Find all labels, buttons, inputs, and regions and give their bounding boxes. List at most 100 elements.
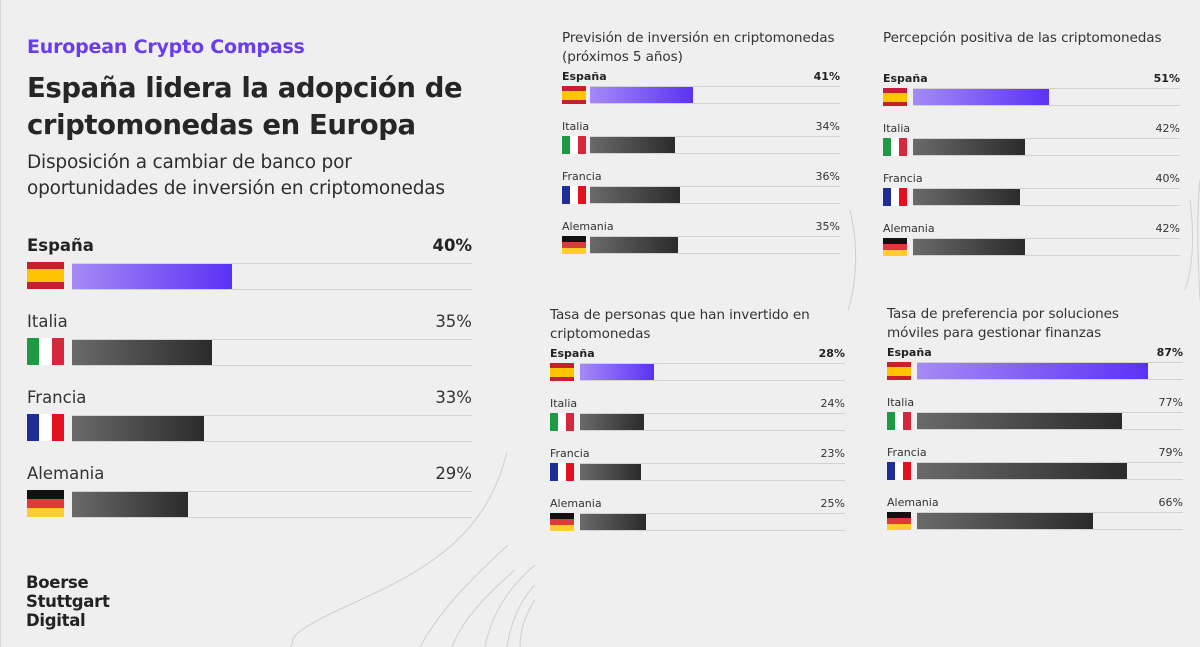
- bar-track: [913, 238, 1180, 256]
- bar-row-fr: Francia 23%: [550, 446, 845, 496]
- bar-track: [590, 86, 840, 104]
- bar-row-de: Alemania 25%: [550, 496, 845, 546]
- france-flag-icon: [883, 188, 907, 206]
- data-label: 66%: [1158, 496, 1183, 509]
- data-label: 34%: [815, 120, 840, 133]
- bar-row-de: Alemania 42%: [883, 221, 1180, 271]
- data-label: 40%: [1155, 172, 1180, 185]
- spain-flag-icon: [883, 88, 907, 106]
- bar-track: [580, 363, 845, 381]
- category-label: Italia: [27, 312, 68, 331]
- spain-flag-icon: [550, 363, 574, 381]
- category-label: España: [27, 236, 94, 255]
- bar: [72, 492, 188, 517]
- brand-title: European Crypto Compass: [27, 36, 305, 58]
- main-chart-subtitle: Disposición a cambiar de banco por oport…: [27, 150, 445, 202]
- category-label: España: [887, 346, 932, 359]
- bar: [590, 187, 680, 203]
- germany-flag-icon: [562, 236, 586, 254]
- bar-track: [580, 413, 845, 431]
- data-label: 35%: [815, 220, 840, 233]
- france-flag-icon: [562, 186, 586, 204]
- chart-title-line-2: criptomonedas: [550, 326, 651, 342]
- subtitle-line-2: oportunidades de inversión en criptomone…: [27, 178, 445, 199]
- bar: [913, 89, 1050, 105]
- bar-row-es: España 28%: [550, 346, 845, 396]
- category-label: Italia: [562, 120, 590, 133]
- bar-track: [72, 491, 472, 518]
- bar-row-de: Alemania 66%: [887, 495, 1183, 545]
- logo-line-3: Digital: [26, 611, 86, 630]
- chart-title: Tasa de personas que han invertido en cri…: [550, 306, 845, 346]
- data-label: 51%: [1153, 72, 1180, 85]
- bar-track: [917, 412, 1183, 430]
- bar: [580, 414, 644, 430]
- italy-flag-icon: [883, 138, 907, 156]
- bar: [590, 237, 678, 253]
- bar-row-fr: Francia 40%: [883, 171, 1180, 221]
- headline-line-1: España lidera la adopción de: [27, 72, 463, 104]
- category-label: Francia: [883, 172, 923, 185]
- bar: [72, 340, 212, 365]
- category-label: Alemania: [27, 464, 105, 483]
- italy-flag-icon: [27, 338, 64, 365]
- data-label: 33%: [435, 388, 472, 407]
- headline: España lidera la adopción de criptomoned…: [27, 70, 463, 144]
- data-label: 77%: [1158, 396, 1183, 409]
- bar-row-it: Italia 24%: [550, 396, 845, 446]
- data-label: 36%: [815, 170, 840, 183]
- data-label: 87%: [1156, 346, 1183, 359]
- data-label: 29%: [435, 464, 472, 483]
- bar: [72, 264, 232, 289]
- chart-title-line-1: Tasa de personas que han invertido en: [550, 307, 810, 323]
- page-edge: [0, 0, 1, 647]
- bar-row-es: España 41%: [562, 69, 840, 119]
- bar-row-fr: Francia 33%: [27, 388, 472, 464]
- france-flag-icon: [887, 462, 911, 480]
- bar-row-es: España 40%: [27, 236, 472, 312]
- category-label: España: [883, 72, 928, 85]
- germany-flag-icon: [550, 513, 574, 531]
- category-label: Italia: [883, 122, 911, 135]
- data-label: 23%: [820, 447, 845, 460]
- italy-flag-icon: [550, 413, 574, 431]
- chart-prevision-inversion: Previsión de inversión en criptomonedas (…: [562, 29, 840, 269]
- bar: [580, 464, 641, 480]
- bar: [917, 413, 1122, 429]
- chart-soluciones-moviles: Tasa de preferencia por soluciones móvile…: [887, 305, 1183, 545]
- bar-row-it: Italia 34%: [562, 119, 840, 169]
- france-flag-icon: [27, 414, 64, 441]
- data-label: 79%: [1158, 446, 1183, 459]
- category-label: Italia: [887, 396, 915, 409]
- data-label: 35%: [435, 312, 472, 331]
- chart-title-line-1: Previsión de inversión en criptomonedas: [562, 30, 835, 46]
- chart-title-line-1: Percepción positiva de las criptomonedas: [883, 30, 1162, 46]
- bar: [72, 416, 204, 441]
- logo-line-2: Stuttgart: [26, 592, 110, 611]
- chart-title-line-2: (próximos 5 años): [562, 49, 683, 65]
- chart-percepcion-positiva: Percepción positiva de las criptomonedas…: [883, 29, 1180, 271]
- category-label: España: [562, 70, 607, 83]
- chart-title: Previsión de inversión en criptomonedas (…: [562, 29, 840, 69]
- category-label: Francia: [887, 446, 927, 459]
- headline-line-2: criptomonedas en Europa: [27, 109, 416, 141]
- bar-track: [590, 236, 840, 254]
- bar-track: [580, 513, 845, 531]
- bar-row-it: Italia 77%: [887, 395, 1183, 445]
- chart-cambiar-banco: España 40% Italia 35% Francia 33% Alemania 29%: [27, 236, 472, 540]
- bar: [580, 514, 647, 530]
- bar-track: [917, 462, 1183, 480]
- subtitle-line-1: Disposición a cambiar de banco por: [27, 152, 352, 173]
- bar-row-fr: Francia 79%: [887, 445, 1183, 495]
- category-label: Alemania: [562, 220, 614, 233]
- bar-track: [72, 415, 472, 442]
- bar-row-it: Italia 35%: [27, 312, 472, 388]
- bar: [580, 364, 655, 380]
- bar-track: [917, 512, 1183, 530]
- category-label: Alemania: [887, 496, 939, 509]
- germany-flag-icon: [27, 490, 64, 517]
- bar: [917, 363, 1149, 379]
- category-label: Italia: [550, 397, 578, 410]
- chart-title: Percepción positiva de las criptomonedas: [883, 29, 1180, 71]
- category-label: Francia: [562, 170, 602, 183]
